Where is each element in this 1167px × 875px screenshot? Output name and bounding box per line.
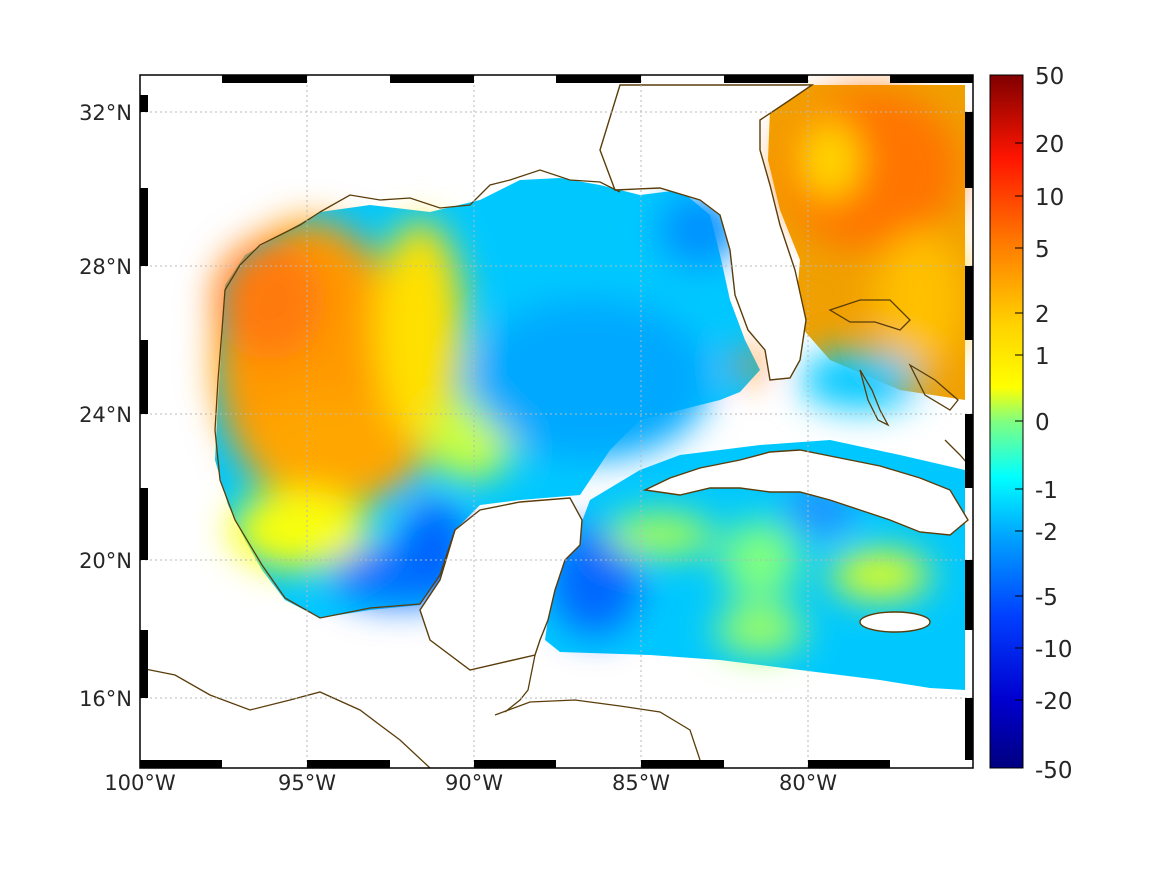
frame-bottom-segment	[641, 760, 724, 768]
colorbar-label: 0	[1035, 410, 1050, 436]
mexico-coastline	[214, 211, 456, 619]
bahamas-islands	[828, 299, 911, 331]
frame-bottom-segment	[474, 760, 556, 768]
frame-left-segment	[140, 340, 148, 414]
frame-left-segment	[140, 188, 148, 266]
central-america-coastline	[140, 667, 431, 768]
colorbar-label: -20	[1035, 689, 1073, 715]
lat-tick-label: 24°N	[79, 403, 132, 427]
lat-tick-label: 32°N	[79, 101, 132, 125]
lon-tick-label: 80°W	[779, 771, 837, 795]
frame-right-segment	[965, 112, 973, 188]
frame-right-segment	[965, 266, 973, 340]
colorbar-label: 2	[1035, 302, 1050, 328]
colorbar-label: 50	[1035, 64, 1064, 90]
honduras-coastline	[494, 699, 701, 761]
frame-left-segment	[140, 95, 148, 112]
lon-tick-label: 100°W	[104, 771, 176, 795]
frame-bottom-segment	[140, 760, 222, 768]
frame-bottom-segment	[307, 760, 390, 768]
lat-tick-label: 28°N	[79, 255, 132, 279]
colorbar-label: 1	[1035, 344, 1050, 370]
frame-left-segment	[140, 630, 148, 698]
frame-bottom-segment	[808, 760, 890, 768]
frame-top-segment	[890, 75, 973, 83]
frame-top-segment	[222, 75, 307, 83]
colorbar-label: -1	[1035, 478, 1058, 504]
colorbar-label: -2	[1035, 520, 1058, 546]
graticule	[140, 75, 973, 768]
florida-landmass	[599, 84, 815, 381]
frame-top-segment	[556, 75, 641, 83]
coastlines	[140, 169, 973, 768]
frame-right-segment	[965, 560, 973, 630]
bahamas-eleuthera	[908, 363, 959, 411]
lon-tick-label: 95°W	[278, 771, 336, 795]
yucatan-landmass	[419, 497, 583, 671]
louisiana-coastline	[319, 169, 621, 213]
colorbar-label: -10	[1035, 637, 1073, 663]
lat-tick-labels: 32°N 28°N 24°N 20°N 16°N	[79, 101, 132, 711]
lon-tick-label: 85°W	[612, 771, 670, 795]
colorbar-label: 5	[1035, 237, 1050, 263]
colorbar-ticks	[1015, 142, 1023, 701]
jamaica-landmass	[859, 611, 931, 633]
land-mask	[419, 84, 969, 671]
lat-tick-label: 20°N	[79, 549, 132, 573]
colorbar: 50 20 10 5 2 1 0 -1 -2 -5 -10 -20 -50	[989, 64, 1073, 784]
bahamas-andros	[859, 369, 890, 427]
frame-right-segment	[965, 698, 973, 760]
colorbar-label: 10	[1035, 185, 1064, 211]
lat-tick-label: 16°N	[79, 687, 132, 711]
frame-top-segment	[390, 75, 474, 83]
colorbar-label: -5	[1035, 585, 1058, 611]
frame-right-segment	[965, 414, 973, 488]
frame-top-segment	[724, 75, 808, 83]
colorbar-label: 20	[1035, 132, 1064, 158]
map-frame	[139, 74, 974, 769]
lon-tick-labels: 100°W 95°W 90°W 85°W 80°W	[104, 771, 837, 795]
belize-coastline	[504, 654, 536, 713]
lon-tick-label: 90°W	[445, 771, 503, 795]
colorbar-label: -50	[1035, 758, 1073, 784]
frame-left-segment	[140, 488, 148, 560]
cuba-landmass	[642, 449, 969, 536]
